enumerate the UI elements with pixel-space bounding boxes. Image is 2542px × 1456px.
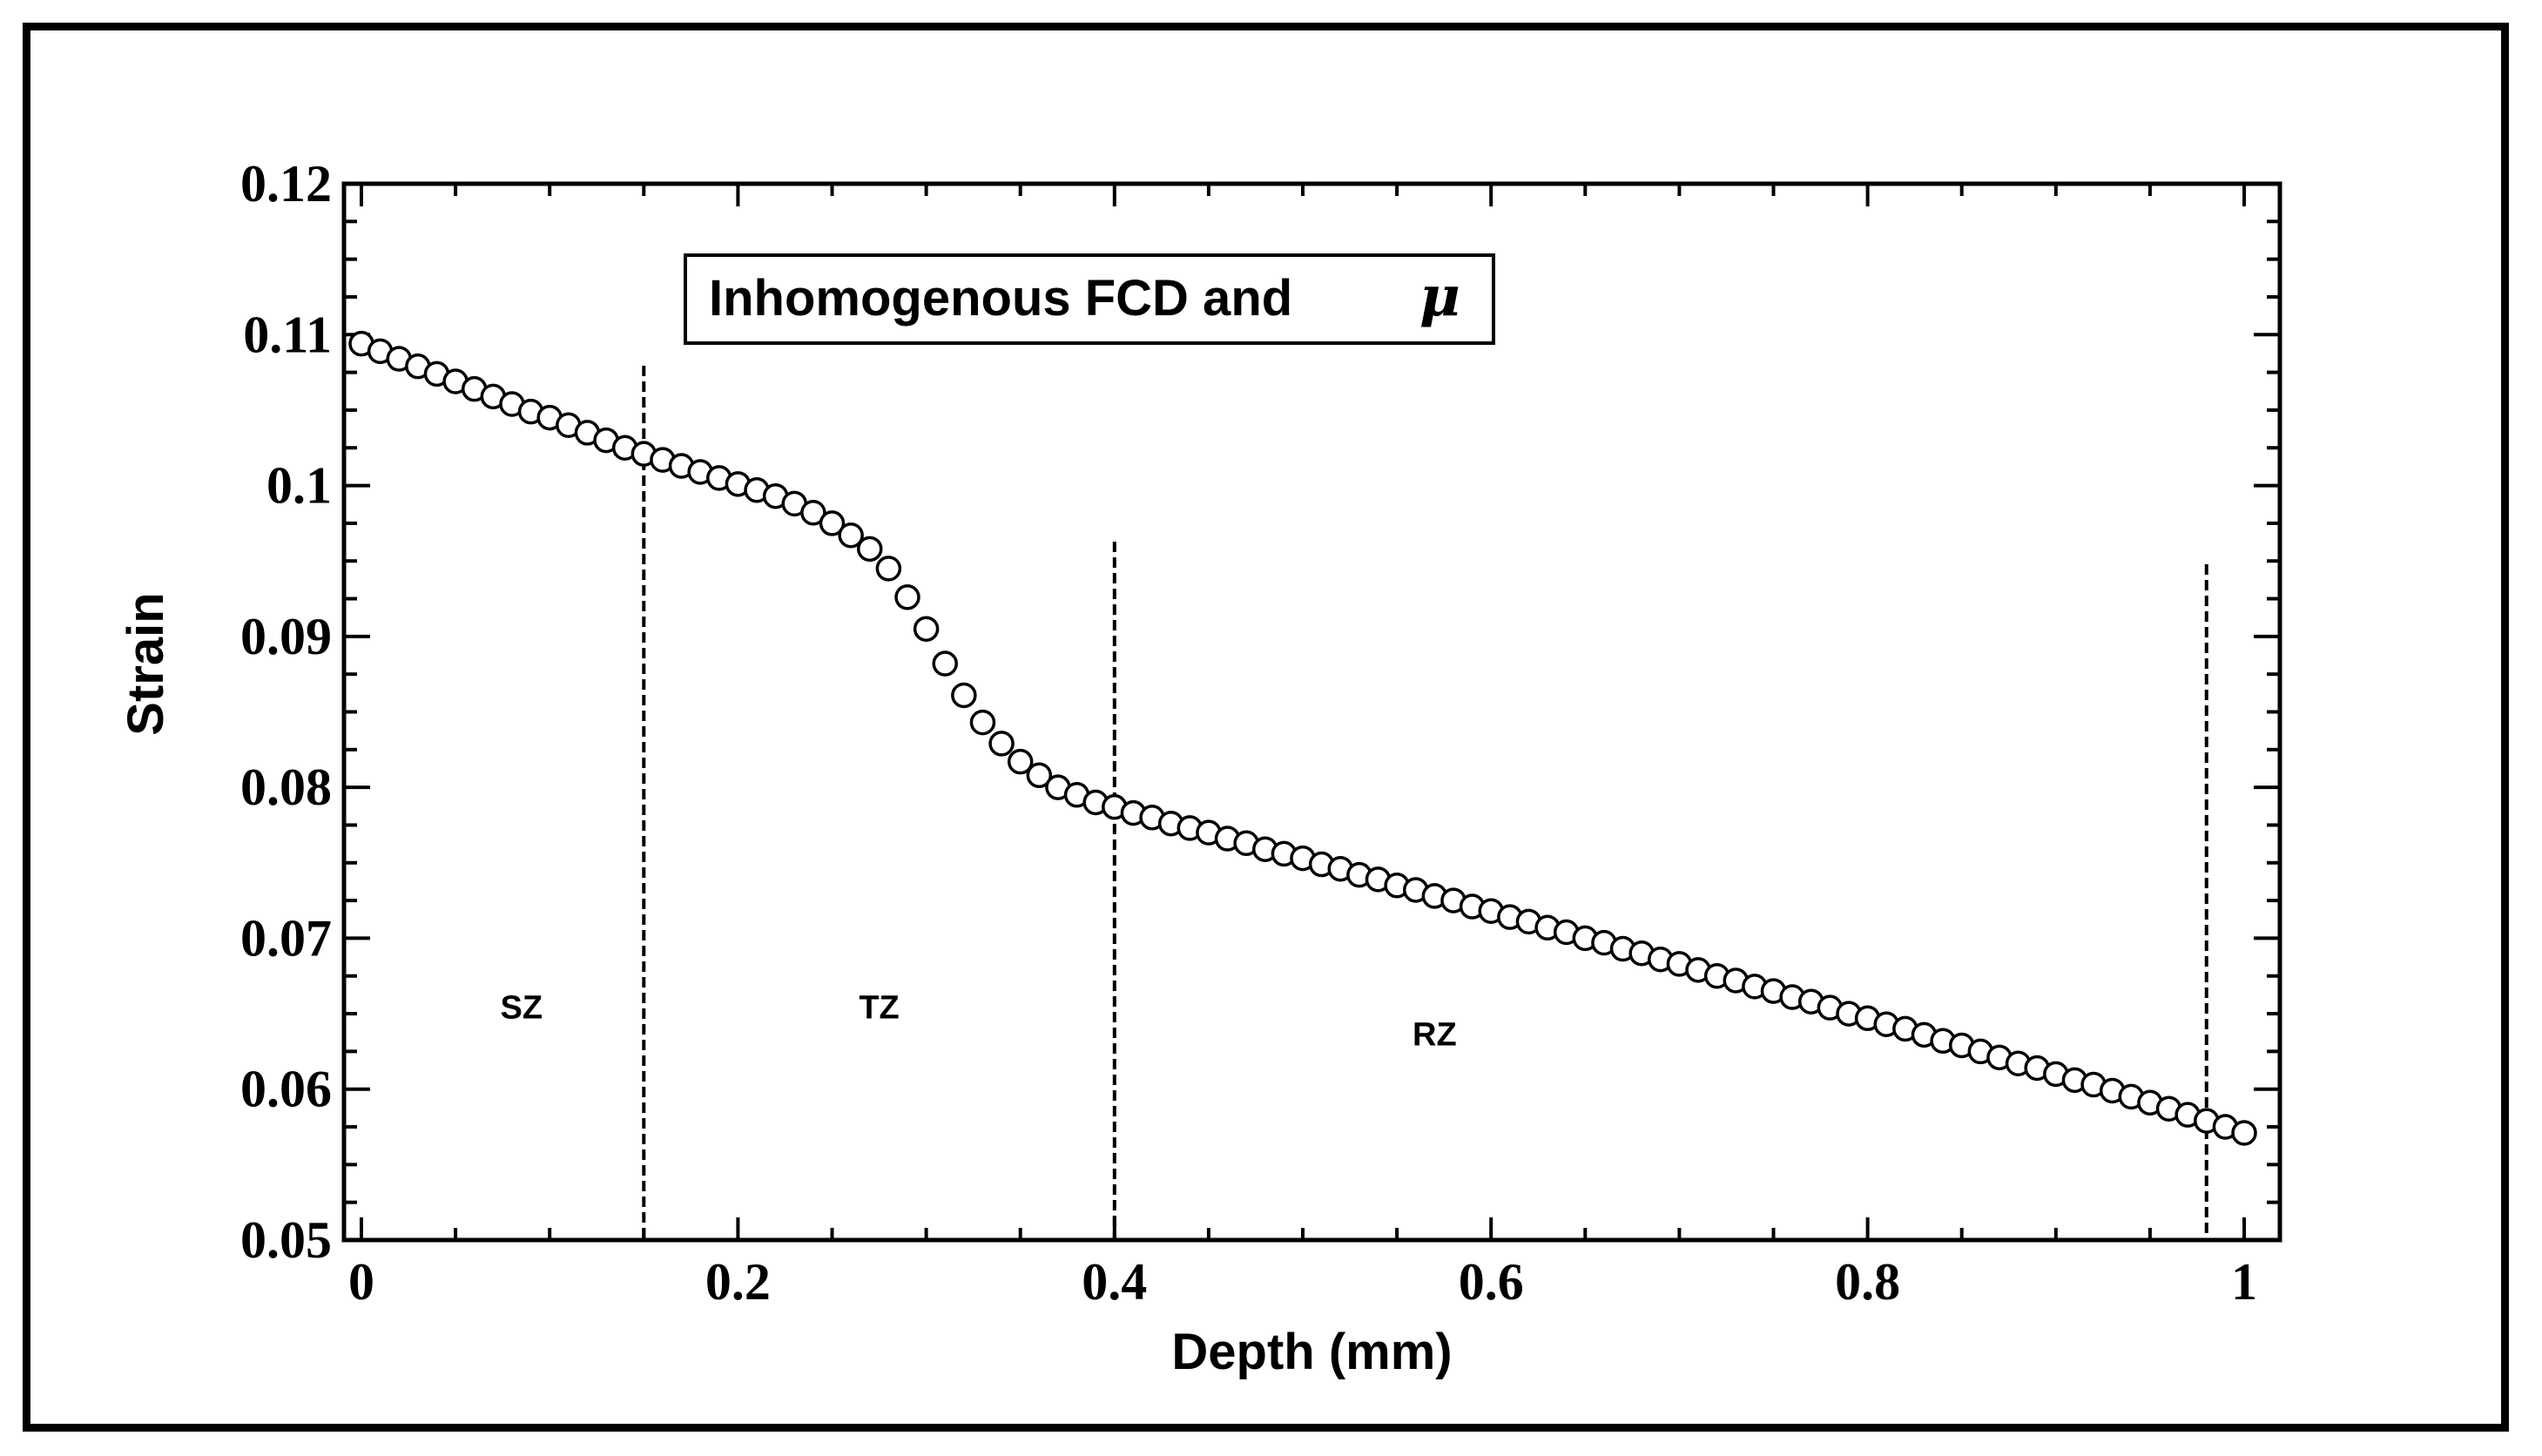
data-point — [838, 522, 864, 549]
y-tick-label: 0.06 — [240, 1061, 332, 1118]
data-point — [894, 584, 920, 610]
data-point — [932, 650, 958, 677]
legend: Inhomogenous FCD and μ — [684, 253, 1495, 345]
x-tick-label: 0.2 — [705, 1253, 771, 1311]
x-tick-label: 0 — [348, 1253, 374, 1311]
data-points — [348, 330, 2257, 1146]
legend-box — [684, 253, 1495, 345]
y-tick-label: 0.05 — [240, 1211, 332, 1269]
y-tick-label: 0.11 — [243, 306, 332, 363]
data-point — [2231, 1120, 2257, 1146]
x-tick-label: 0.4 — [1082, 1253, 1147, 1311]
data-point — [951, 682, 977, 709]
x-tick-label: 1 — [2231, 1253, 2257, 1311]
y-tick-label: 0.12 — [240, 155, 332, 212]
plot-area-border — [341, 181, 2282, 1243]
y-axis-title: Strain — [118, 592, 174, 735]
data-point — [856, 536, 883, 563]
data-point — [1007, 748, 1034, 775]
y-tick-label: 0.08 — [240, 758, 332, 816]
data-point — [875, 556, 902, 582]
y-tick-label: 0.1 — [266, 457, 332, 515]
data-point — [988, 731, 1015, 757]
zone-label-tz: TZ — [859, 989, 899, 1026]
data-point — [1026, 762, 1053, 789]
data-point — [800, 500, 826, 526]
y-tick-label: 0.07 — [240, 909, 332, 967]
data-point — [819, 510, 846, 536]
x-axis-title: Depth (mm) — [1171, 1324, 1452, 1380]
data-point — [913, 616, 940, 642]
legend-mu-symbol: μ — [1419, 264, 1460, 329]
legend-label: Inhomogenous FCD and — [709, 270, 1292, 327]
zone-label-sz: SZ — [500, 989, 543, 1026]
data-point — [969, 709, 996, 736]
zone-label-rz: RZ — [1413, 1017, 1457, 1054]
x-tick-label: 0.8 — [1835, 1253, 1900, 1311]
y-tick-label: 0.09 — [240, 608, 332, 665]
x-tick-label: 0.6 — [1459, 1253, 1524, 1311]
zone-boundaries: SZ TZ RZ — [500, 366, 2208, 1240]
tick-labels: 0 0.2 0.4 0.6 0.8 1 0.05 0.06 0.07 0.08 0.09 0.1 0.1… — [240, 155, 2257, 1311]
